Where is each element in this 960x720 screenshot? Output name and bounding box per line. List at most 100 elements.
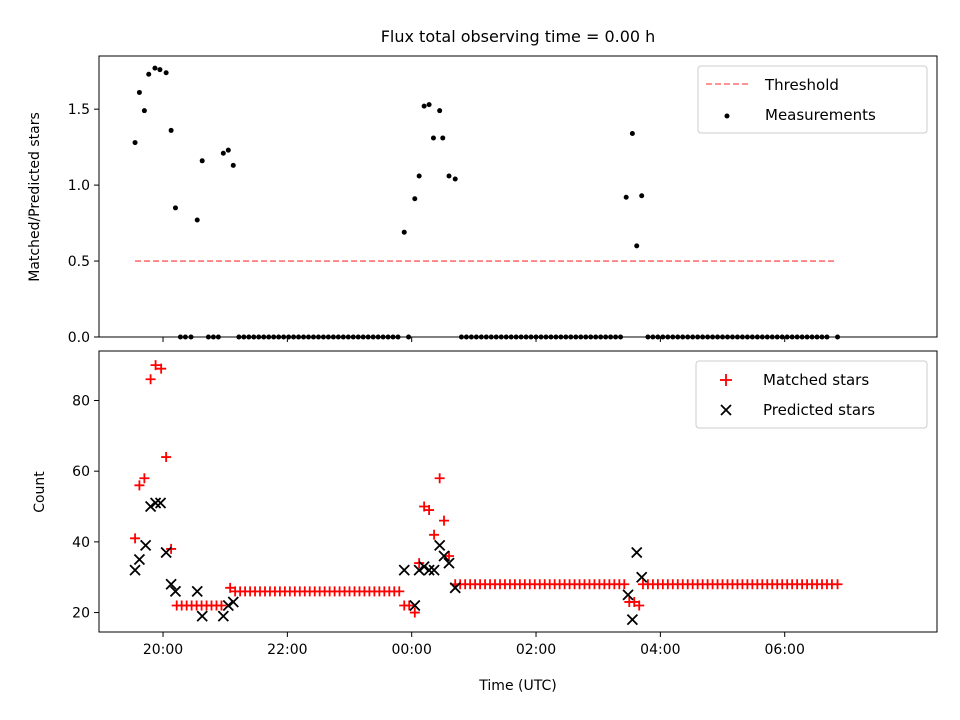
measurement-point — [774, 334, 780, 340]
chart-title: Flux total observing time = 0.00 h — [381, 27, 656, 46]
measurement-point — [543, 334, 549, 340]
measurement-point — [230, 162, 236, 168]
matched-star-point — [404, 600, 415, 611]
matched-star-point — [216, 600, 227, 611]
predicted-legend-swatch — [720, 404, 732, 416]
matched-star-point — [424, 505, 435, 516]
measurement-point — [271, 334, 277, 340]
measurement-point — [365, 334, 371, 340]
measurement-point — [508, 334, 514, 340]
predicted-star-point — [129, 564, 141, 576]
measurement-point — [440, 135, 446, 141]
measurement-point — [152, 65, 158, 71]
measurement-point — [199, 158, 205, 164]
measurement-point — [578, 334, 584, 340]
matched-stars-points — [130, 360, 843, 618]
measurement-point — [395, 334, 401, 340]
predicted-star-point — [631, 546, 643, 559]
measurement-point — [744, 334, 750, 340]
measurement-point — [163, 70, 169, 76]
measurement-point — [598, 334, 604, 340]
matched-star-point — [414, 558, 425, 569]
measurement-point — [340, 334, 346, 340]
predicted-star-point — [144, 500, 157, 513]
measurement-point — [325, 334, 331, 340]
ratio-legend-box — [697, 65, 928, 134]
matched-star-point — [409, 607, 420, 618]
measurement-point — [473, 334, 479, 340]
ratio-legend: Threshold Measurements — [697, 65, 928, 134]
measurement-point — [523, 334, 529, 340]
matched-star-point — [394, 586, 405, 597]
x-tick-label: 00:00 — [392, 642, 432, 658]
measurement-point — [276, 334, 282, 340]
measurement-point — [498, 334, 504, 340]
predicted-star-point — [169, 585, 182, 597]
measurement-point — [291, 334, 297, 340]
matched-star-point — [156, 363, 167, 374]
matched-star-point — [619, 579, 630, 590]
measurement-point — [685, 334, 691, 340]
measurement-point — [779, 334, 785, 340]
predicted-star-point — [227, 596, 239, 608]
ratio-y-axis-label: Matched/Predicted stars — [27, 112, 43, 282]
measurement-point — [468, 334, 474, 340]
predicted-star-point — [154, 497, 167, 509]
predicted-star-point — [418, 560, 430, 573]
predicted-star-point — [409, 599, 421, 612]
measurement-point — [320, 334, 326, 340]
measurement-point — [573, 334, 579, 340]
measurement-point — [563, 334, 569, 340]
measurement-point — [680, 334, 686, 340]
predicted-star-point — [622, 589, 634, 601]
predicted-star-point — [196, 610, 208, 622]
measurement-point — [241, 334, 247, 340]
y-tick-label: 1.5 — [68, 102, 90, 118]
measurement-point — [286, 334, 292, 340]
measurement-point — [463, 334, 469, 340]
measurement-point — [739, 334, 745, 340]
predicted-star-point — [133, 553, 146, 566]
measurement-point — [720, 334, 726, 340]
measurement-point — [458, 334, 464, 340]
measurement-point — [478, 334, 484, 340]
measurement-point — [809, 334, 815, 340]
measurement-point — [205, 334, 211, 340]
measurement-point — [603, 334, 609, 340]
measurement-point — [141, 108, 147, 114]
measurement-point — [437, 108, 443, 114]
measurement-point — [710, 334, 716, 340]
ratio-panel: 0.0 0.5 1.0 1.5 Matched/Predicted stars Thr… — [27, 55, 938, 346]
measurement-point — [528, 334, 534, 340]
measurement-point — [804, 334, 810, 340]
matched-star-point — [130, 533, 141, 544]
x-tick-label: 06:00 — [765, 642, 805, 658]
measurement-point — [390, 334, 396, 340]
measurement-point — [613, 334, 619, 340]
predicted-star-point — [443, 557, 455, 569]
matched-star-point — [443, 551, 454, 562]
matched-star-point — [434, 473, 445, 484]
predicted-star-point — [428, 564, 440, 576]
predicted-star-point — [160, 546, 172, 559]
measurement-point — [210, 334, 216, 340]
measurement-point — [261, 334, 267, 340]
measurements-legend-swatch — [724, 113, 730, 119]
measurement-point — [700, 334, 706, 340]
measurement-points — [132, 65, 841, 340]
matched-star-point — [134, 480, 145, 491]
predicted-star-point — [434, 539, 446, 552]
measurement-point — [583, 334, 589, 340]
measurement-point — [553, 334, 559, 340]
measurement-point — [675, 334, 681, 340]
measurement-point — [824, 334, 830, 340]
measurement-point — [301, 334, 307, 340]
y-tick-label: 0.0 — [68, 330, 90, 346]
predicted-star-point — [191, 585, 203, 597]
measurement-point — [370, 334, 376, 340]
predicted-star-point — [222, 599, 234, 612]
count-legend: Matched stars Predicted stars — [695, 360, 928, 429]
measurement-point — [157, 67, 163, 73]
predicted-star-point — [438, 550, 450, 562]
measurement-point — [188, 334, 194, 340]
